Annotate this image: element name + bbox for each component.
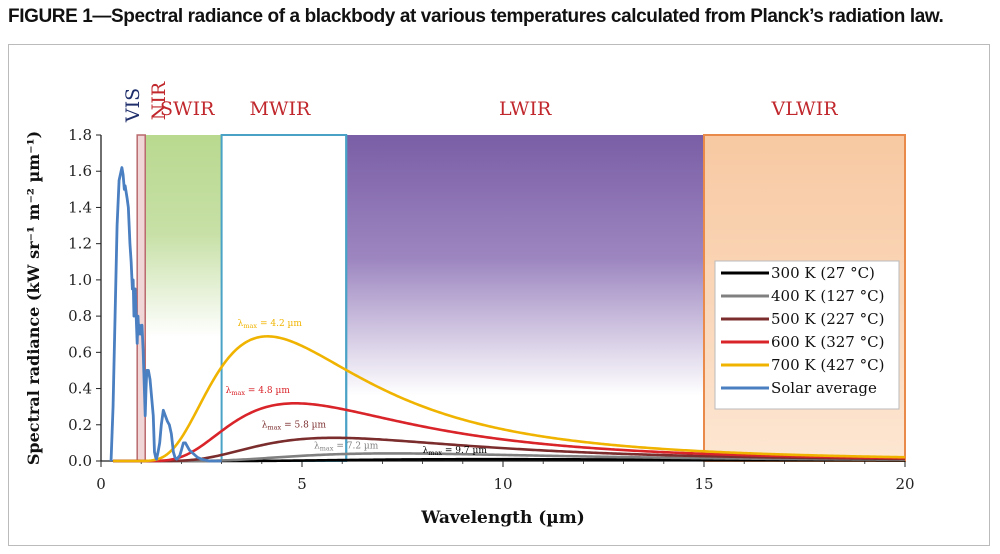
x-tick-label: 5 [297, 475, 307, 493]
series-line-500 [113, 436, 906, 463]
y-tick-label: 1.4 [68, 198, 92, 216]
chart-legend: 300 K (27 °C) 400 K (127 °C) 500 K (227 °C… [714, 260, 900, 410]
figure-title: FIGURE 1—Spectral radiance of a blackbod… [8, 6, 944, 27]
peak-annotations: λmax = 4.2 µm λmax = 4.8 µm λmax = 5.8 µm λ… [226, 319, 488, 457]
legend-entry: 700 K (427 °C) [771, 356, 884, 374]
band-label-lwir: LWIR [499, 98, 552, 120]
y-axis-title: Spectral radiance (kW sr⁻¹ m⁻² µm⁻¹) [24, 131, 43, 465]
legend-entry: 400 K (127 °C) [771, 287, 884, 305]
band-border-mwir [220, 134, 348, 462]
y-tick-label: 0.2 [68, 416, 92, 434]
peak-annotation: λmax = 4.2 µm [238, 319, 303, 330]
band-label-swir: SWIR [160, 98, 215, 120]
x-axis-title: Wavelength (µm) [420, 508, 585, 528]
band-label-mwir: MWIR [250, 98, 311, 120]
x-tick-label: 20 [895, 475, 914, 493]
legend-box [714, 260, 900, 410]
series-line-400 [113, 452, 906, 463]
y-tick-label: 0.6 [68, 343, 92, 361]
series-line-600 [113, 402, 906, 463]
band-label-vlwir: VLWIR [770, 98, 838, 120]
legend-entry: 300 K (27 °C) [771, 264, 875, 282]
y-tick-label: 1.6 [68, 162, 92, 180]
chart-series [109, 166, 906, 463]
y-tick-label: 1.2 [68, 235, 92, 253]
x-tick-label: 0 [96, 475, 106, 493]
band-label-nir: NIR [148, 81, 170, 120]
peak-annotation: λmax = 9.7 µm [423, 446, 488, 457]
x-tick-label: 15 [694, 475, 713, 493]
band-label-vis: VIS [122, 88, 144, 123]
band-fill-swir [145, 135, 222, 461]
legend-entry: 500 K (227 °C) [771, 310, 884, 328]
series-line-700 [113, 335, 906, 463]
y-tick-label: 0.4 [68, 380, 92, 398]
y-tick-label: 1.8 [68, 126, 92, 144]
legend-entry: 600 K (327 °C) [771, 333, 884, 351]
axis-titles: Wavelength (µm) Spectral radiance (kW sr⁻… [24, 131, 585, 528]
peak-annotation: λmax = 7.2 µm [314, 441, 379, 452]
y-tick-label: 0.8 [68, 307, 92, 325]
peak-annotation: λmax = 5.8 µm [262, 420, 327, 431]
peak-annotation: λmax = 4.8 µm [226, 386, 291, 397]
y-tick-label: 1.0 [68, 271, 92, 289]
y-tick-label: 0.0 [68, 452, 92, 470]
x-tick-label: 10 [493, 475, 512, 493]
series-line-solar [109, 166, 222, 463]
chart-frame: VIS NIR SWIR MWIR LWIR VLWIR 0.0 0.2 0.4 0.6 0.8 1… [8, 44, 990, 546]
legend-entry: Solar average [771, 379, 877, 397]
band-fill-lwir [346, 135, 704, 461]
